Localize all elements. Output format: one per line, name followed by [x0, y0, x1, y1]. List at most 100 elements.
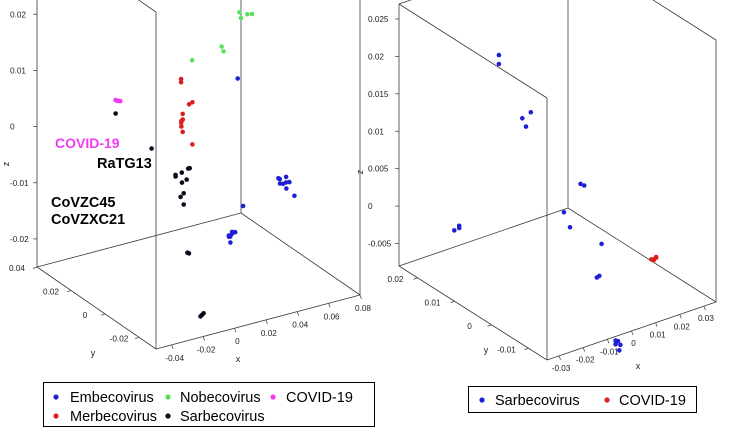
- annotation-ratg13: RaTG13: [97, 156, 152, 172]
- x-tick-label: 0: [631, 339, 636, 348]
- x-tick-label: 0: [235, 337, 240, 346]
- data-point: [187, 165, 192, 171]
- data-point: [178, 76, 184, 82]
- data-point: [567, 225, 573, 230]
- data-point: [528, 110, 534, 115]
- data-point: [599, 241, 604, 247]
- legend-label: Embecovirus: [70, 390, 154, 406]
- data-point: [283, 174, 289, 180]
- y-tick-mark: [100, 313, 106, 316]
- legend-label: Merbecovirus: [70, 409, 157, 425]
- legend-entry-covid19: COVID-19: [604, 393, 686, 409]
- series-embecovirus: [226, 76, 297, 245]
- data-point: [240, 203, 246, 209]
- data-point: [496, 52, 502, 58]
- right-legend: Sarbecovirus COVID-19: [468, 386, 697, 413]
- data-point: [578, 181, 583, 187]
- legend-marker: [53, 394, 59, 400]
- legend-entry-covid19: COVID-19: [270, 390, 353, 406]
- x-tick-label: 0.04: [292, 321, 308, 330]
- series-covid-19: [649, 254, 659, 263]
- legend-entry-embecovirus: Embecovirus: [53, 390, 154, 406]
- x-tick-label: 0.01: [650, 331, 666, 340]
- x-tick-label: 0.06: [324, 312, 340, 321]
- left-legend-box: [43, 382, 375, 427]
- y-tick-mark: [32, 266, 38, 269]
- x-tick-label: -0.02: [197, 346, 216, 355]
- legend-marker: [165, 394, 171, 400]
- axis-box-edge: [398, 3, 548, 99]
- x-tick-mark: [234, 328, 237, 333]
- z-tick-label: 0: [10, 123, 15, 132]
- x-tick-mark: [296, 311, 300, 316]
- legend-marker: [165, 413, 171, 419]
- y-tick-mark: [66, 290, 72, 293]
- x-axis-label: x: [636, 361, 641, 371]
- data-point: [173, 172, 178, 178]
- legend-marker: [479, 397, 485, 403]
- z-tick-label: 0.005: [368, 165, 389, 174]
- x-tick-mark: [703, 306, 706, 311]
- z-tick-label: 0.01: [10, 66, 26, 75]
- x-tick-mark: [359, 294, 362, 300]
- data-point: [276, 176, 281, 181]
- data-point: [190, 100, 195, 105]
- axis-box-edge: [567, 207, 717, 303]
- y-tick-label: -0.02: [110, 334, 129, 343]
- left-scatter-plot: -0.04 -0.02 0 0.02 0.04 0.06 0.08 -0.02 0 0.02 0.0…: [1, 0, 371, 364]
- axis-box-edge: [36, 212, 242, 268]
- data-point: [496, 61, 502, 67]
- x-tick-mark: [631, 330, 634, 336]
- data-point: [292, 193, 297, 199]
- data-point: [237, 10, 242, 15]
- y-tick-label: 0.02: [388, 275, 404, 284]
- data-point: [617, 348, 622, 353]
- y-axis-label: y: [91, 348, 96, 358]
- data-point: [653, 255, 659, 261]
- z-tick-label: 0: [368, 202, 373, 211]
- legend-entry-merbecovirus: Merbecovirus: [53, 409, 157, 425]
- series-nobecovirus: [189, 10, 255, 63]
- z-tick-label: 0.02: [10, 10, 26, 19]
- data-point: [180, 129, 185, 135]
- data-point: [523, 124, 529, 129]
- x-tick-mark: [582, 347, 586, 352]
- legend-entry-sarbecovirus: Sarbecovirus: [165, 409, 265, 425]
- data-point: [452, 228, 457, 233]
- x-tick-label: 0.08: [355, 304, 371, 313]
- legend-label: Sarbecovirus: [180, 409, 265, 425]
- x-tick-label: -0.01: [600, 347, 619, 356]
- x-tick-mark: [655, 322, 658, 327]
- axis-box-edge: [240, 212, 361, 296]
- data-point: [179, 170, 185, 175]
- legend-marker: [604, 397, 610, 403]
- z-axis-label: z: [1, 161, 11, 166]
- data-point: [456, 225, 462, 231]
- data-point: [113, 111, 118, 116]
- y-axis-label: y: [484, 345, 489, 355]
- data-point: [228, 240, 233, 245]
- data-point: [184, 177, 189, 182]
- legend-marker: [270, 394, 276, 400]
- legend-entry-nobecovirus: Nobecovirus: [165, 390, 261, 406]
- series-sarbecovirus: [452, 52, 623, 353]
- series-sarbecovirus: [113, 111, 206, 319]
- data-point: [189, 57, 195, 63]
- z-tick-label: -0.005: [368, 240, 392, 249]
- data-point: [594, 275, 600, 280]
- annotation-covzc45: CoVZC45: [51, 195, 115, 211]
- legend-label: COVID-19: [619, 393, 686, 409]
- z-tick-label: -0.02: [10, 235, 29, 244]
- x-tick-mark: [607, 339, 610, 344]
- data-point: [118, 98, 123, 104]
- data-point: [232, 229, 238, 235]
- data-point: [190, 142, 195, 147]
- annotation-covzxc21: CoVZXC21: [51, 212, 125, 228]
- axis-box-edge: [398, 265, 548, 361]
- data-point: [284, 186, 289, 191]
- left-legend: Embecovirus Nobecovirus COVID-19 Merbeco…: [43, 382, 375, 427]
- z-tick-label: 0.025: [368, 15, 389, 24]
- axis-box-edge: [36, 266, 157, 350]
- y-tick-mark: [450, 300, 455, 304]
- x-tick-mark: [679, 314, 682, 319]
